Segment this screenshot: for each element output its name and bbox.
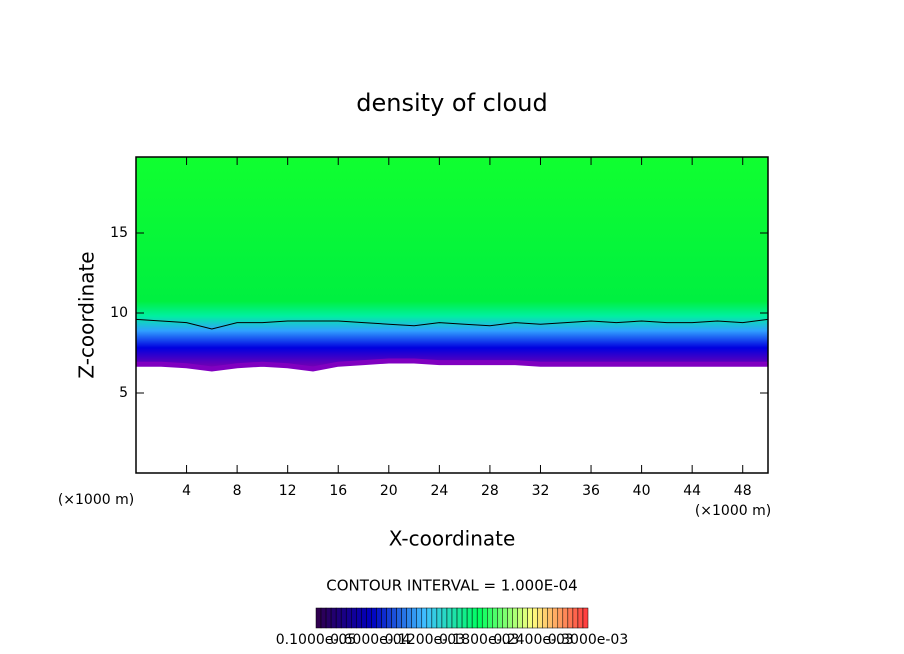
colorbar-stripe bbox=[532, 607, 538, 629]
colorbar-stripe bbox=[436, 607, 443, 629]
colorbar-stripe bbox=[325, 607, 332, 629]
colorbar-stripe bbox=[356, 607, 362, 629]
x-tick-label: 8 bbox=[233, 483, 242, 499]
colorbar-stripe bbox=[426, 607, 433, 629]
colorbar-stripe bbox=[471, 607, 478, 629]
colorbar-stripe bbox=[466, 607, 473, 629]
colorbar-stripe bbox=[366, 607, 372, 629]
contour-interval: CONTOUR INTERVAL = 1.000E-04 bbox=[326, 577, 577, 595]
colorbar-stripe bbox=[522, 607, 528, 629]
colorbar-stripe bbox=[502, 607, 508, 629]
colorbar-stripe bbox=[456, 607, 463, 629]
colorbar-stripe bbox=[345, 607, 352, 629]
colorbar-stripe bbox=[517, 607, 523, 629]
x-tick-label: 12 bbox=[279, 483, 297, 499]
colorbar-stripe bbox=[577, 607, 584, 629]
x-tick-label: 40 bbox=[633, 483, 651, 499]
x-tick-label: 36 bbox=[582, 483, 600, 499]
x-tick-label: 24 bbox=[430, 483, 448, 499]
colorbar-stripe bbox=[461, 607, 468, 629]
colorbar-stripe bbox=[582, 607, 589, 629]
chart-title: density of cloud bbox=[356, 89, 547, 117]
colorbar-label: 0.1200e-03 bbox=[385, 632, 465, 648]
cloud-field bbox=[136, 157, 768, 369]
y-tick-label: 5 bbox=[119, 385, 128, 401]
colorbar-stripe bbox=[315, 607, 322, 629]
colorbar-stripe bbox=[361, 607, 367, 629]
x-tick-label: 4 bbox=[182, 483, 191, 499]
plot-frame bbox=[135, 156, 769, 474]
y-tick-label: 10 bbox=[110, 305, 128, 321]
cloud-base bbox=[136, 358, 768, 372]
colorbar-stripe bbox=[381, 607, 387, 629]
colorbar-stripe bbox=[386, 607, 392, 629]
x-axis-label: X-coordinate bbox=[389, 527, 516, 551]
colorbar-stripe bbox=[411, 607, 417, 629]
colorbar-stripe bbox=[416, 607, 423, 629]
colorbar-stripe bbox=[572, 607, 579, 629]
colorbar-stripe bbox=[497, 607, 503, 629]
colorbar-stripe bbox=[330, 607, 337, 629]
colorbar-label: 0.1000e-05 bbox=[276, 632, 356, 648]
x-unit: (×1000 m) bbox=[695, 503, 771, 519]
x-tick-label: 48 bbox=[734, 483, 752, 499]
colorbar-stripe bbox=[481, 607, 488, 629]
colorbar-stripe bbox=[537, 607, 543, 629]
y-axis-label: Z-coordinate bbox=[75, 251, 99, 378]
colorbar-label: 0.1800e-03 bbox=[439, 632, 519, 648]
colorbar-stripe bbox=[451, 607, 458, 629]
colorbar-stripe bbox=[512, 607, 518, 629]
x-tick-label: 28 bbox=[481, 483, 499, 499]
colorbar-stripe bbox=[376, 607, 382, 629]
colorbar-stripe bbox=[446, 607, 453, 629]
colorbar-stripe bbox=[487, 607, 493, 629]
colorbar-stripe bbox=[547, 607, 553, 629]
colorbar-stripe bbox=[562, 607, 569, 629]
x-tick-label: 44 bbox=[683, 483, 701, 499]
colorbar-stripe bbox=[401, 607, 407, 629]
colorbar-stripe bbox=[542, 607, 548, 629]
colorbar-stripe bbox=[396, 607, 402, 629]
colorbar-label: 0.2400e-03 bbox=[493, 632, 573, 648]
colorbar-stripe bbox=[320, 607, 327, 629]
colorbar-stripe bbox=[552, 607, 559, 629]
colorbar-stripe bbox=[431, 607, 438, 629]
colorbar-stripe bbox=[492, 607, 498, 629]
colorbar-stripe bbox=[557, 607, 564, 629]
colorbar-label: 0.6000e-04 bbox=[330, 632, 411, 648]
colorbar-label: 0.3000e-03 bbox=[548, 632, 628, 648]
colorbar-stripe bbox=[406, 607, 412, 629]
x-unit: (×1000 m) bbox=[58, 492, 134, 508]
x-tick-label: 16 bbox=[329, 483, 347, 499]
colorbar-stripe bbox=[441, 607, 448, 629]
contour-line bbox=[135, 318, 769, 330]
colorbar-stripe bbox=[476, 607, 483, 629]
x-tick-label: 20 bbox=[380, 483, 398, 499]
y-tick-label: 15 bbox=[110, 225, 128, 241]
colorbar-stripe bbox=[340, 607, 347, 629]
colorbar-stripe bbox=[335, 607, 342, 629]
colorbar-stripe bbox=[371, 607, 377, 629]
colorbar-stripe bbox=[507, 607, 513, 629]
colorbar-stripe bbox=[567, 607, 574, 629]
colorbar-stripe bbox=[391, 607, 397, 629]
colorbar-stripe bbox=[351, 607, 357, 629]
x-tick-label: 32 bbox=[532, 483, 550, 499]
colorbar-stripe bbox=[421, 607, 428, 629]
colorbar-stripe bbox=[527, 607, 533, 629]
